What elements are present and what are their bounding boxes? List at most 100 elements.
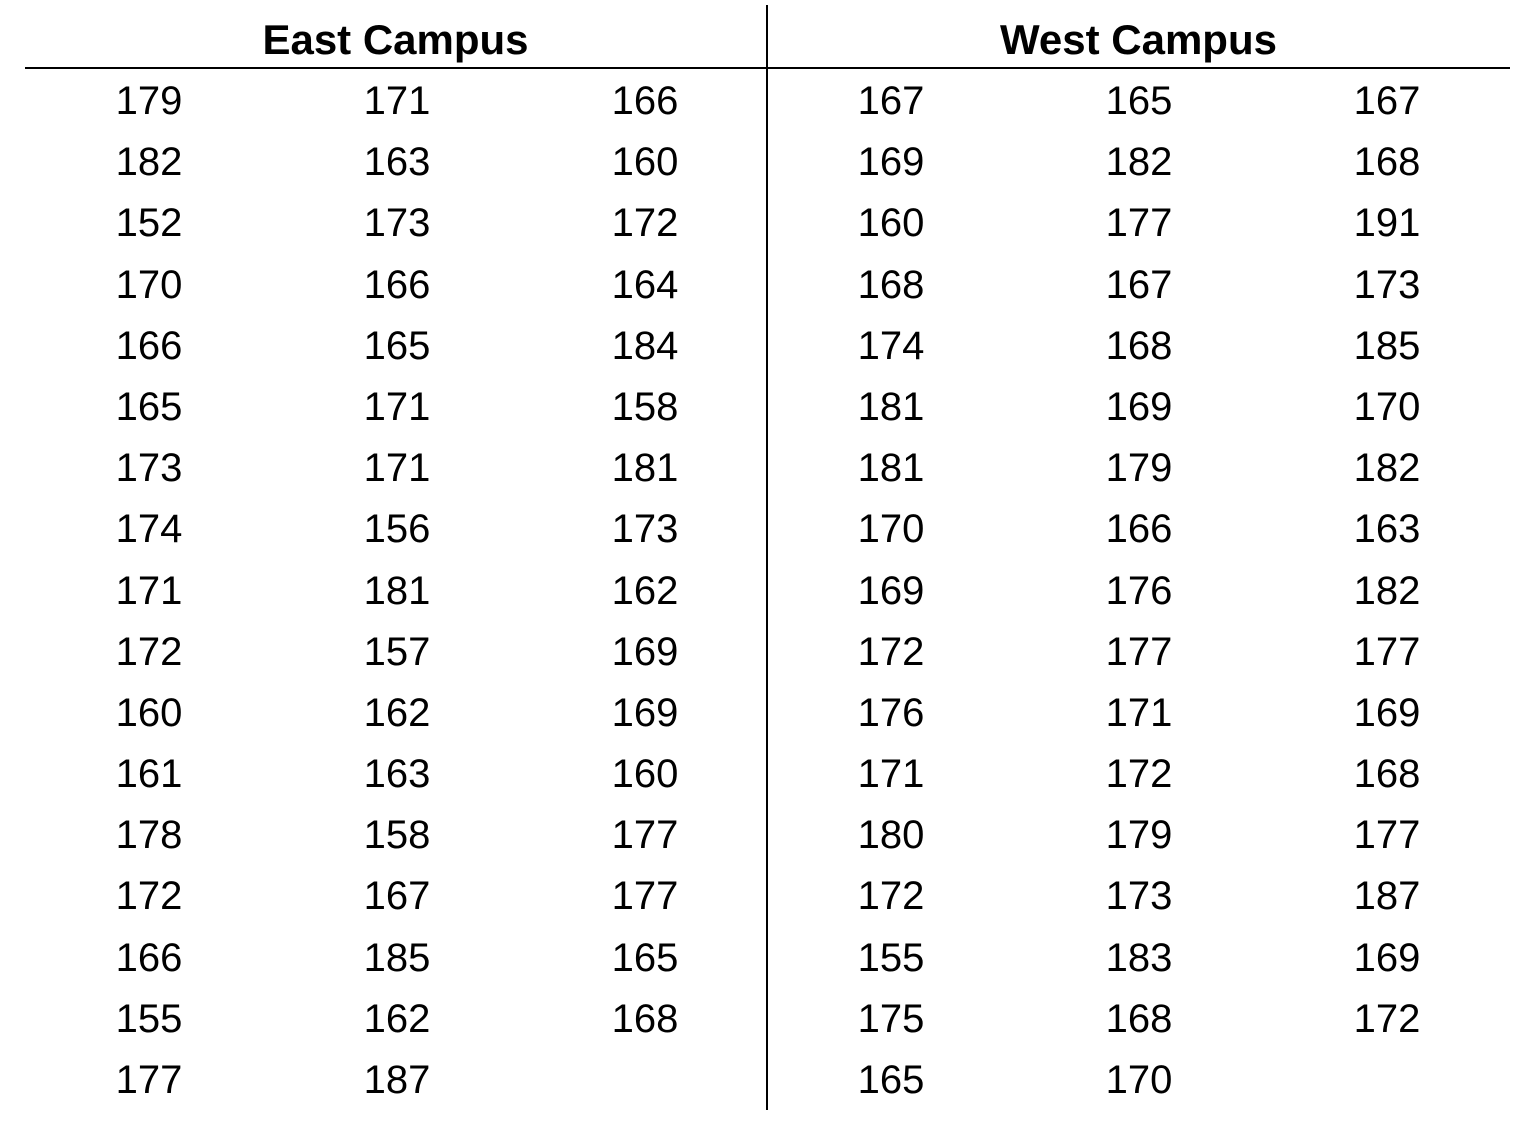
- table-cell: 167: [363, 874, 431, 919]
- table-cell: 164: [611, 262, 679, 307]
- table-cell: 171: [115, 568, 183, 613]
- east-campus-column-3: 166 160 172 164 184 158 181 173 162 169 169 160 177 1…: [565, 71, 725, 1050]
- table-cell: 168: [857, 262, 925, 307]
- table-cell: 185: [1353, 323, 1421, 368]
- table-cell: 187: [1353, 874, 1421, 919]
- table-cell: 177: [1105, 201, 1173, 246]
- table-cell: 180: [857, 813, 925, 858]
- table-cell: 170: [1353, 384, 1421, 429]
- table-cell: 167: [1353, 79, 1421, 123]
- table-cell: 169: [857, 140, 925, 185]
- table-cell: 172: [115, 874, 183, 919]
- table-cell: 166: [115, 323, 183, 368]
- table-cell: 165: [1105, 79, 1173, 123]
- campus-divider: [766, 5, 768, 1110]
- table-cell: 169: [1105, 384, 1173, 429]
- table-cell: 169: [1353, 935, 1421, 980]
- table-cell: 191: [1353, 201, 1421, 246]
- table-cell: 168: [1105, 323, 1173, 368]
- table-cell: 177: [115, 1058, 183, 1102]
- table-cell: 173: [115, 446, 183, 491]
- east-campus-column-2: 171 163 173 166 165 171 171 156 181 157 162 163 158 1…: [317, 71, 477, 1111]
- table-cell: 170: [115, 262, 183, 307]
- table-cell: 177: [611, 813, 679, 858]
- table-cell: 171: [363, 446, 431, 491]
- table-cell: 179: [1105, 446, 1173, 491]
- table-cell: 181: [857, 384, 925, 429]
- table-cell: 174: [115, 507, 183, 552]
- table-cell: 173: [363, 201, 431, 246]
- table-cell: 167: [857, 79, 925, 123]
- table-cell: 160: [611, 140, 679, 185]
- table-cell: 165: [857, 1058, 925, 1102]
- table-cell: 163: [363, 752, 431, 797]
- table-cell: 184: [611, 323, 679, 368]
- table-cell: 169: [857, 568, 925, 613]
- table-cell: 172: [1353, 996, 1421, 1041]
- west-campus-column-1: 167 169 160 168 174 181 181 170 169 172 176 171 180 1…: [811, 71, 971, 1111]
- west-campus-column-3: 167 168 191 173 185 170 182 163 182 177 169 168 177 1…: [1307, 71, 1467, 1050]
- table-cell: 175: [857, 996, 925, 1041]
- table-cell: 165: [115, 384, 183, 429]
- table-cell: 163: [1353, 507, 1421, 552]
- table-cell: 172: [611, 201, 679, 246]
- table-cell: 166: [1105, 507, 1173, 552]
- table-cell: 169: [1353, 690, 1421, 735]
- table-cell: 172: [857, 629, 925, 674]
- table-cell: 171: [363, 79, 431, 123]
- table-cell: 168: [1353, 140, 1421, 185]
- table-cell: 177: [1353, 813, 1421, 858]
- table-cell: 158: [363, 813, 431, 858]
- table-cell: 158: [611, 384, 679, 429]
- table-cell: 157: [363, 629, 431, 674]
- table-cell: 155: [857, 935, 925, 980]
- table-cell: 182: [1353, 446, 1421, 491]
- table-cell: 160: [857, 201, 925, 246]
- west-campus-column-2: 165 182 177 167 168 169 179 166 176 177 171 172 179 1…: [1059, 71, 1219, 1111]
- table-cell: 176: [1105, 568, 1173, 613]
- table-cell: 181: [363, 568, 431, 613]
- table-cell: 166: [611, 79, 679, 123]
- table-cell: 171: [363, 384, 431, 429]
- table-cell: 177: [611, 874, 679, 919]
- table-cell: 173: [611, 507, 679, 552]
- table-cell: 162: [363, 996, 431, 1041]
- table-cell: 183: [1105, 935, 1173, 980]
- table-cell: 170: [857, 507, 925, 552]
- east-campus-column-1: 179 182 152 170 166 165 173 174 171 172 160 161 178 1…: [69, 71, 229, 1111]
- table-cell: 169: [611, 629, 679, 674]
- table-cell: 179: [1105, 813, 1173, 858]
- table-cell: 169: [611, 690, 679, 735]
- table-cell: 168: [1353, 752, 1421, 797]
- table-cell: 165: [611, 935, 679, 980]
- table-cell: 163: [363, 140, 431, 185]
- table-cell: 173: [1105, 874, 1173, 919]
- table-cell: 162: [363, 690, 431, 735]
- table-cell: 177: [1105, 629, 1173, 674]
- table-cell: 179: [115, 79, 183, 123]
- table-cell: 171: [857, 752, 925, 797]
- table-cell: 168: [1105, 996, 1173, 1041]
- table-cell: 166: [363, 262, 431, 307]
- table-cell: 173: [1353, 262, 1421, 307]
- west-campus-heading: West Campus: [1000, 16, 1277, 63]
- table-cell: 171: [1105, 690, 1173, 735]
- table-cell: 156: [363, 507, 431, 552]
- table-cell: 185: [363, 935, 431, 980]
- table-cell: 176: [857, 690, 925, 735]
- table-cell: 170: [1105, 1058, 1173, 1102]
- table-cell: 161: [115, 752, 183, 797]
- table-cell: 172: [1105, 752, 1173, 797]
- table-cell: 181: [611, 446, 679, 491]
- table-cell: 165: [363, 323, 431, 368]
- table-cell: 182: [115, 140, 183, 185]
- table-cell: 174: [857, 323, 925, 368]
- table-cell: 160: [115, 690, 183, 735]
- table-cell: 181: [857, 446, 925, 491]
- east-campus-heading: East Campus: [262, 16, 529, 63]
- table-cell: 172: [857, 874, 925, 919]
- table-cell: 187: [363, 1058, 431, 1102]
- table-cell: 152: [115, 201, 183, 246]
- table-cell: 172: [115, 629, 183, 674]
- table-cell: 182: [1353, 568, 1421, 613]
